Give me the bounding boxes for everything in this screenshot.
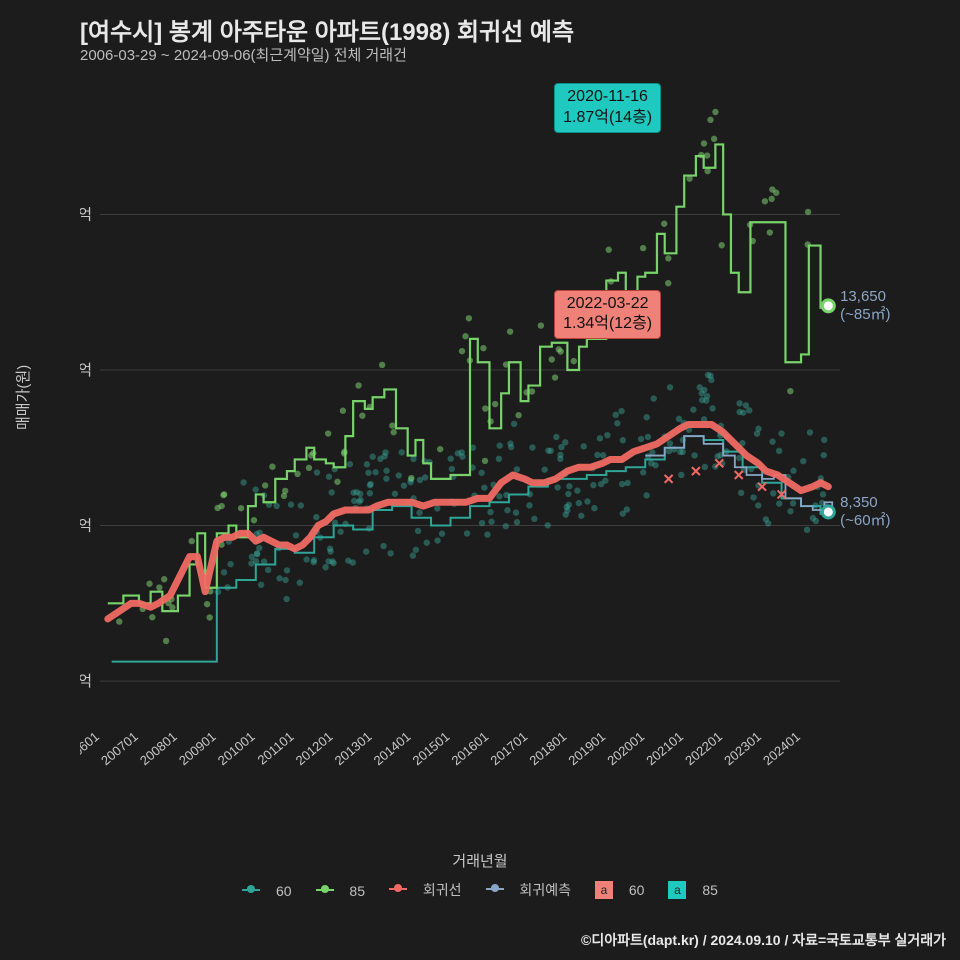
svg-text:0.4억: 0.4억 xyxy=(80,673,92,690)
svg-text:201701: 201701 xyxy=(487,729,530,768)
end-label-85-value: 13,650 xyxy=(840,288,890,306)
svg-text:202201: 202201 xyxy=(682,729,725,768)
svg-text:201801: 201801 xyxy=(526,729,569,768)
y-axis-label: 매매가(원) xyxy=(12,365,33,430)
svg-text:0.8억: 0.8억 xyxy=(80,518,92,535)
svg-text:1.2억: 1.2억 xyxy=(80,362,92,379)
svg-text:200801: 200801 xyxy=(137,729,180,768)
svg-text:1.6억: 1.6억 xyxy=(80,206,92,223)
svg-text:201501: 201501 xyxy=(410,729,453,768)
plot-area: 0.4억 0.8억 1.2억 1.6억 200601200701200801200901… xyxy=(80,80,900,780)
footer-credit: ©디아파트(dapt.kr) / 2024.09.10 / 자료=국토교통부 실… xyxy=(581,930,946,950)
end-label-60: 8,350 (~60㎡) xyxy=(840,494,890,530)
chart-title: [여수시] 봉계 아주타운 아파트(1998) 회귀선 예측 xyxy=(80,12,574,47)
callout-85-date: 2020-11-16 xyxy=(563,87,652,108)
svg-text:202301: 202301 xyxy=(721,729,764,768)
svg-text:202001: 202001 xyxy=(604,729,647,768)
chart-svg: 0.4억 0.8억 1.2억 1.6억 200601200701200801200901… xyxy=(80,80,900,780)
callout-85-value: 1.87억(14층) xyxy=(563,108,652,129)
svg-text:201301: 201301 xyxy=(332,729,375,768)
chart-subtitle: 2006-03-29 ~ 2024-09-06(최근계약일) 전체 거래건 xyxy=(80,44,407,65)
x-axis-label: 거래년월 xyxy=(0,850,960,871)
svg-text:201901: 201901 xyxy=(565,729,608,768)
end-label-60-unit: (~60㎡) xyxy=(840,512,890,530)
svg-text:201601: 201601 xyxy=(449,729,492,768)
svg-text:201101: 201101 xyxy=(255,729,297,768)
svg-text:201001: 201001 xyxy=(215,729,258,768)
callout-60-date: 2022-03-22 xyxy=(563,294,652,315)
end-label-60-value: 8,350 xyxy=(840,494,890,512)
svg-text:200601: 200601 xyxy=(80,729,102,768)
end-label-85: 13,650 (~85㎡) xyxy=(840,288,890,324)
legend: 60 85 회귀선 회귀예측a 60a 85 xyxy=(0,880,960,900)
svg-text:200701: 200701 xyxy=(98,729,141,768)
svg-text:202401: 202401 xyxy=(760,729,803,768)
svg-text:202101: 202101 xyxy=(643,729,686,768)
svg-text:201201: 201201 xyxy=(293,729,336,768)
callout-60: 2022-03-22 1.34억(12층) xyxy=(554,290,661,340)
end-label-85-unit: (~85㎡) xyxy=(840,306,890,324)
callout-85: 2020-11-16 1.87억(14층) xyxy=(554,83,661,133)
svg-text:201401: 201401 xyxy=(371,729,414,768)
svg-text:200901: 200901 xyxy=(176,729,219,768)
callout-60-value: 1.34억(12층) xyxy=(563,314,652,335)
